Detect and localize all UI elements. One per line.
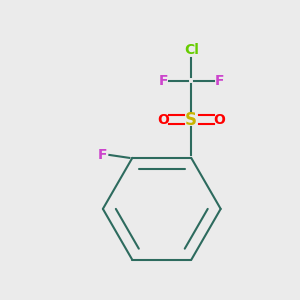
Text: F: F bbox=[214, 74, 224, 88]
Text: F: F bbox=[158, 74, 168, 88]
Text: F: F bbox=[98, 148, 108, 162]
Text: S: S bbox=[185, 111, 197, 129]
Text: O: O bbox=[157, 112, 169, 127]
Text: O: O bbox=[213, 112, 225, 127]
Text: Cl: Cl bbox=[184, 44, 199, 57]
